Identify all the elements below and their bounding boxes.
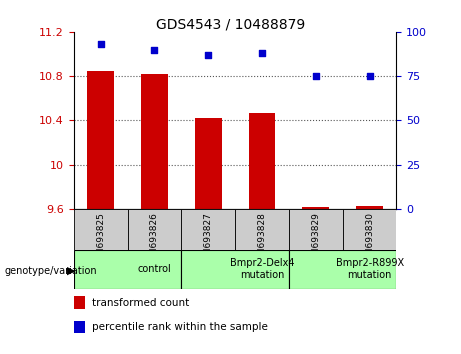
Text: percentile rank within the sample: percentile rank within the sample bbox=[92, 322, 268, 332]
Text: ▶: ▶ bbox=[67, 266, 75, 276]
Text: GSM693826: GSM693826 bbox=[150, 212, 159, 267]
Bar bbox=[181, 209, 235, 250]
Text: GSM693830: GSM693830 bbox=[365, 212, 374, 267]
Point bbox=[97, 41, 104, 47]
Bar bbox=[141, 74, 168, 209]
Bar bbox=[289, 209, 343, 250]
Point bbox=[312, 73, 319, 79]
Bar bbox=[87, 70, 114, 209]
Text: genotype/variation: genotype/variation bbox=[5, 266, 97, 276]
Text: GSM693828: GSM693828 bbox=[258, 212, 266, 267]
Point bbox=[151, 47, 158, 52]
Bar bbox=[235, 209, 289, 250]
Bar bbox=[181, 250, 289, 289]
Point bbox=[205, 52, 212, 58]
Text: Bmpr2-R899X
mutation: Bmpr2-R899X mutation bbox=[336, 258, 404, 280]
Bar bbox=[195, 118, 222, 209]
Text: GSM693825: GSM693825 bbox=[96, 212, 105, 267]
Text: control: control bbox=[137, 264, 171, 274]
Bar bbox=[356, 206, 383, 209]
Text: transformed count: transformed count bbox=[92, 298, 189, 308]
Bar bbox=[74, 209, 128, 250]
Bar bbox=[343, 209, 396, 250]
Point bbox=[258, 50, 266, 56]
Text: GSM693827: GSM693827 bbox=[204, 212, 213, 267]
Bar bbox=[248, 113, 275, 209]
Text: GSM693829: GSM693829 bbox=[311, 212, 320, 267]
Bar bbox=[128, 209, 181, 250]
Text: GDS4543 / 10488879: GDS4543 / 10488879 bbox=[156, 18, 305, 32]
Bar bbox=[302, 207, 329, 209]
Text: Bmpr2-Delx4
mutation: Bmpr2-Delx4 mutation bbox=[230, 258, 294, 280]
Point bbox=[366, 73, 373, 79]
Bar bbox=[289, 250, 396, 289]
Bar bbox=[74, 250, 181, 289]
